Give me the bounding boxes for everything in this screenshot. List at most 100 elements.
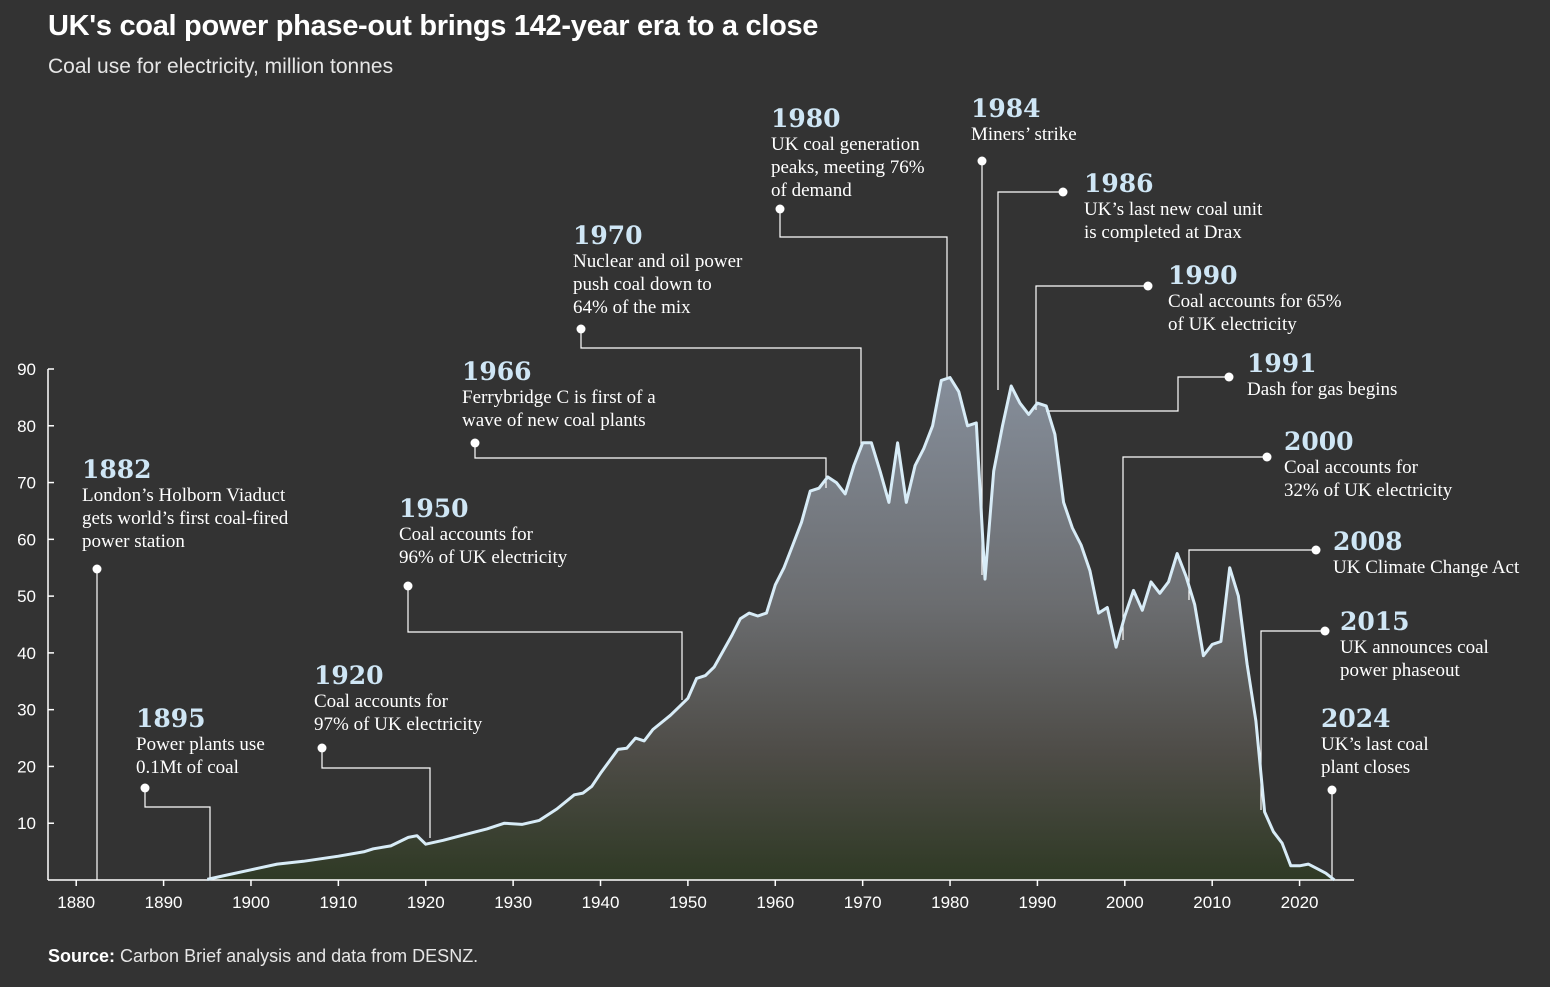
- annotation-text: Coal accounts for: [314, 691, 449, 712]
- y-tick-label: 70: [17, 474, 36, 493]
- annotation-connector: [997, 191, 1063, 390]
- annotation-text: plant closes: [1321, 757, 1410, 778]
- annotation-dot: [92, 564, 102, 574]
- annotation-year: 2015: [1340, 607, 1410, 636]
- annotation-text: Coal accounts for: [1284, 457, 1419, 478]
- annotation-text: of UK electricity: [1168, 314, 1297, 335]
- annotation-dot: [1143, 281, 1153, 291]
- annotation-text: Nuclear and oil power: [573, 251, 743, 272]
- annotation-dot: [1320, 626, 1330, 636]
- annotation-text: UK Climate Change Act: [1333, 557, 1520, 578]
- x-tick-label: 1920: [407, 893, 445, 912]
- coal-use-line: [206, 376, 1336, 882]
- x-tick-label: 2000: [1106, 893, 1144, 912]
- annotation-text: UK announces coal: [1340, 637, 1489, 658]
- annotation-dot: [775, 204, 785, 214]
- annotation-text: power station: [82, 531, 185, 552]
- annotation-text: gets world’s first coal-fired: [82, 508, 289, 529]
- annotation-year: 1882: [82, 455, 152, 484]
- y-tick-label: 20: [17, 757, 36, 776]
- annotation-year: 1895: [136, 704, 206, 733]
- annotation-text: Miners’ strike: [971, 124, 1077, 145]
- annotation-text: of demand: [771, 180, 852, 201]
- annotation-connector: [1035, 285, 1148, 410]
- annotation-text: wave of new coal plants: [462, 410, 646, 431]
- y-tick-label: 30: [17, 701, 36, 720]
- annotation-year: 1986: [1084, 169, 1154, 198]
- annotation-year: 1970: [573, 221, 643, 250]
- annotation-text: UK’s last coal: [1321, 734, 1429, 755]
- annotation-text: peaks, meeting 76%: [771, 157, 925, 178]
- annotation-connector: [580, 329, 862, 450]
- annotation-year: 1990: [1168, 261, 1238, 290]
- source-text: Carbon Brief analysis and data from DESN…: [115, 946, 479, 966]
- x-tick-label: 1900: [232, 893, 270, 912]
- source-note: Source: Carbon Brief analysis and data f…: [48, 946, 478, 967]
- annotation-year: 2000: [1284, 427, 1354, 456]
- annotation-text: UK coal generation: [771, 134, 920, 155]
- annotation-year: 2008: [1333, 527, 1403, 556]
- x-tick-label: 1950: [669, 893, 707, 912]
- x-tick-label: 2020: [1281, 893, 1319, 912]
- annotation-connector: [321, 748, 431, 838]
- chart-title: UK's coal power phase-out brings 142-yea…: [48, 10, 819, 42]
- annotation-connector: [1260, 630, 1325, 810]
- annotation-text: Coal accounts for 65%: [1168, 291, 1342, 312]
- annotation-text: 32% of UK electricity: [1284, 480, 1453, 501]
- annotation-dot: [403, 581, 413, 591]
- annotation-connector: [407, 586, 683, 700]
- y-tick-label: 90: [17, 360, 36, 379]
- y-tick-label: 40: [17, 644, 36, 663]
- y-tick-label: 50: [17, 587, 36, 606]
- y-tick-label: 80: [17, 417, 36, 436]
- annotation-dot: [1327, 785, 1337, 795]
- annotation-dot: [140, 783, 150, 793]
- annotation-text: London’s Holborn Viaduct: [82, 485, 286, 506]
- annotation-text: Ferrybridge C is first of a: [462, 387, 656, 408]
- x-tick-label: 1890: [145, 893, 183, 912]
- x-tick-label: 1990: [1019, 893, 1057, 912]
- annotation-text: is completed at Drax: [1084, 222, 1242, 243]
- annotation-connector: [474, 443, 827, 488]
- annotation-text: Dash for gas begins: [1247, 379, 1397, 400]
- annotation-year: 2024: [1321, 704, 1391, 733]
- annotation-text: Coal accounts for: [399, 524, 534, 545]
- annotation-connector: [1046, 376, 1229, 412]
- annotation-text: power phaseout: [1340, 660, 1460, 681]
- x-tick-label: 1880: [57, 893, 95, 912]
- annotation-text: 97% of UK electricity: [314, 714, 483, 735]
- x-tick-label: 1940: [582, 893, 620, 912]
- annotation-connector: [1188, 549, 1316, 600]
- x-tick-label: 1910: [319, 893, 357, 912]
- annotation-connector: [144, 788, 211, 880]
- annotation-dot: [1224, 372, 1234, 382]
- x-tick-label: 1930: [494, 893, 532, 912]
- annotation-text: UK’s last new coal unit: [1084, 199, 1263, 220]
- annotation-dot: [317, 743, 327, 753]
- annotation-text: push coal down to: [573, 274, 712, 295]
- annotation-dot: [1058, 187, 1068, 197]
- x-tick-label: 1960: [756, 893, 794, 912]
- y-tick-label: 60: [17, 530, 36, 549]
- annotation-connector: [1122, 456, 1267, 640]
- annotation-dot: [1262, 452, 1272, 462]
- annotation-year: 1950: [399, 494, 469, 523]
- annotation-year: 1980: [771, 104, 841, 133]
- annotation-year: 1966: [462, 357, 532, 386]
- x-tick-label: 2010: [1193, 893, 1231, 912]
